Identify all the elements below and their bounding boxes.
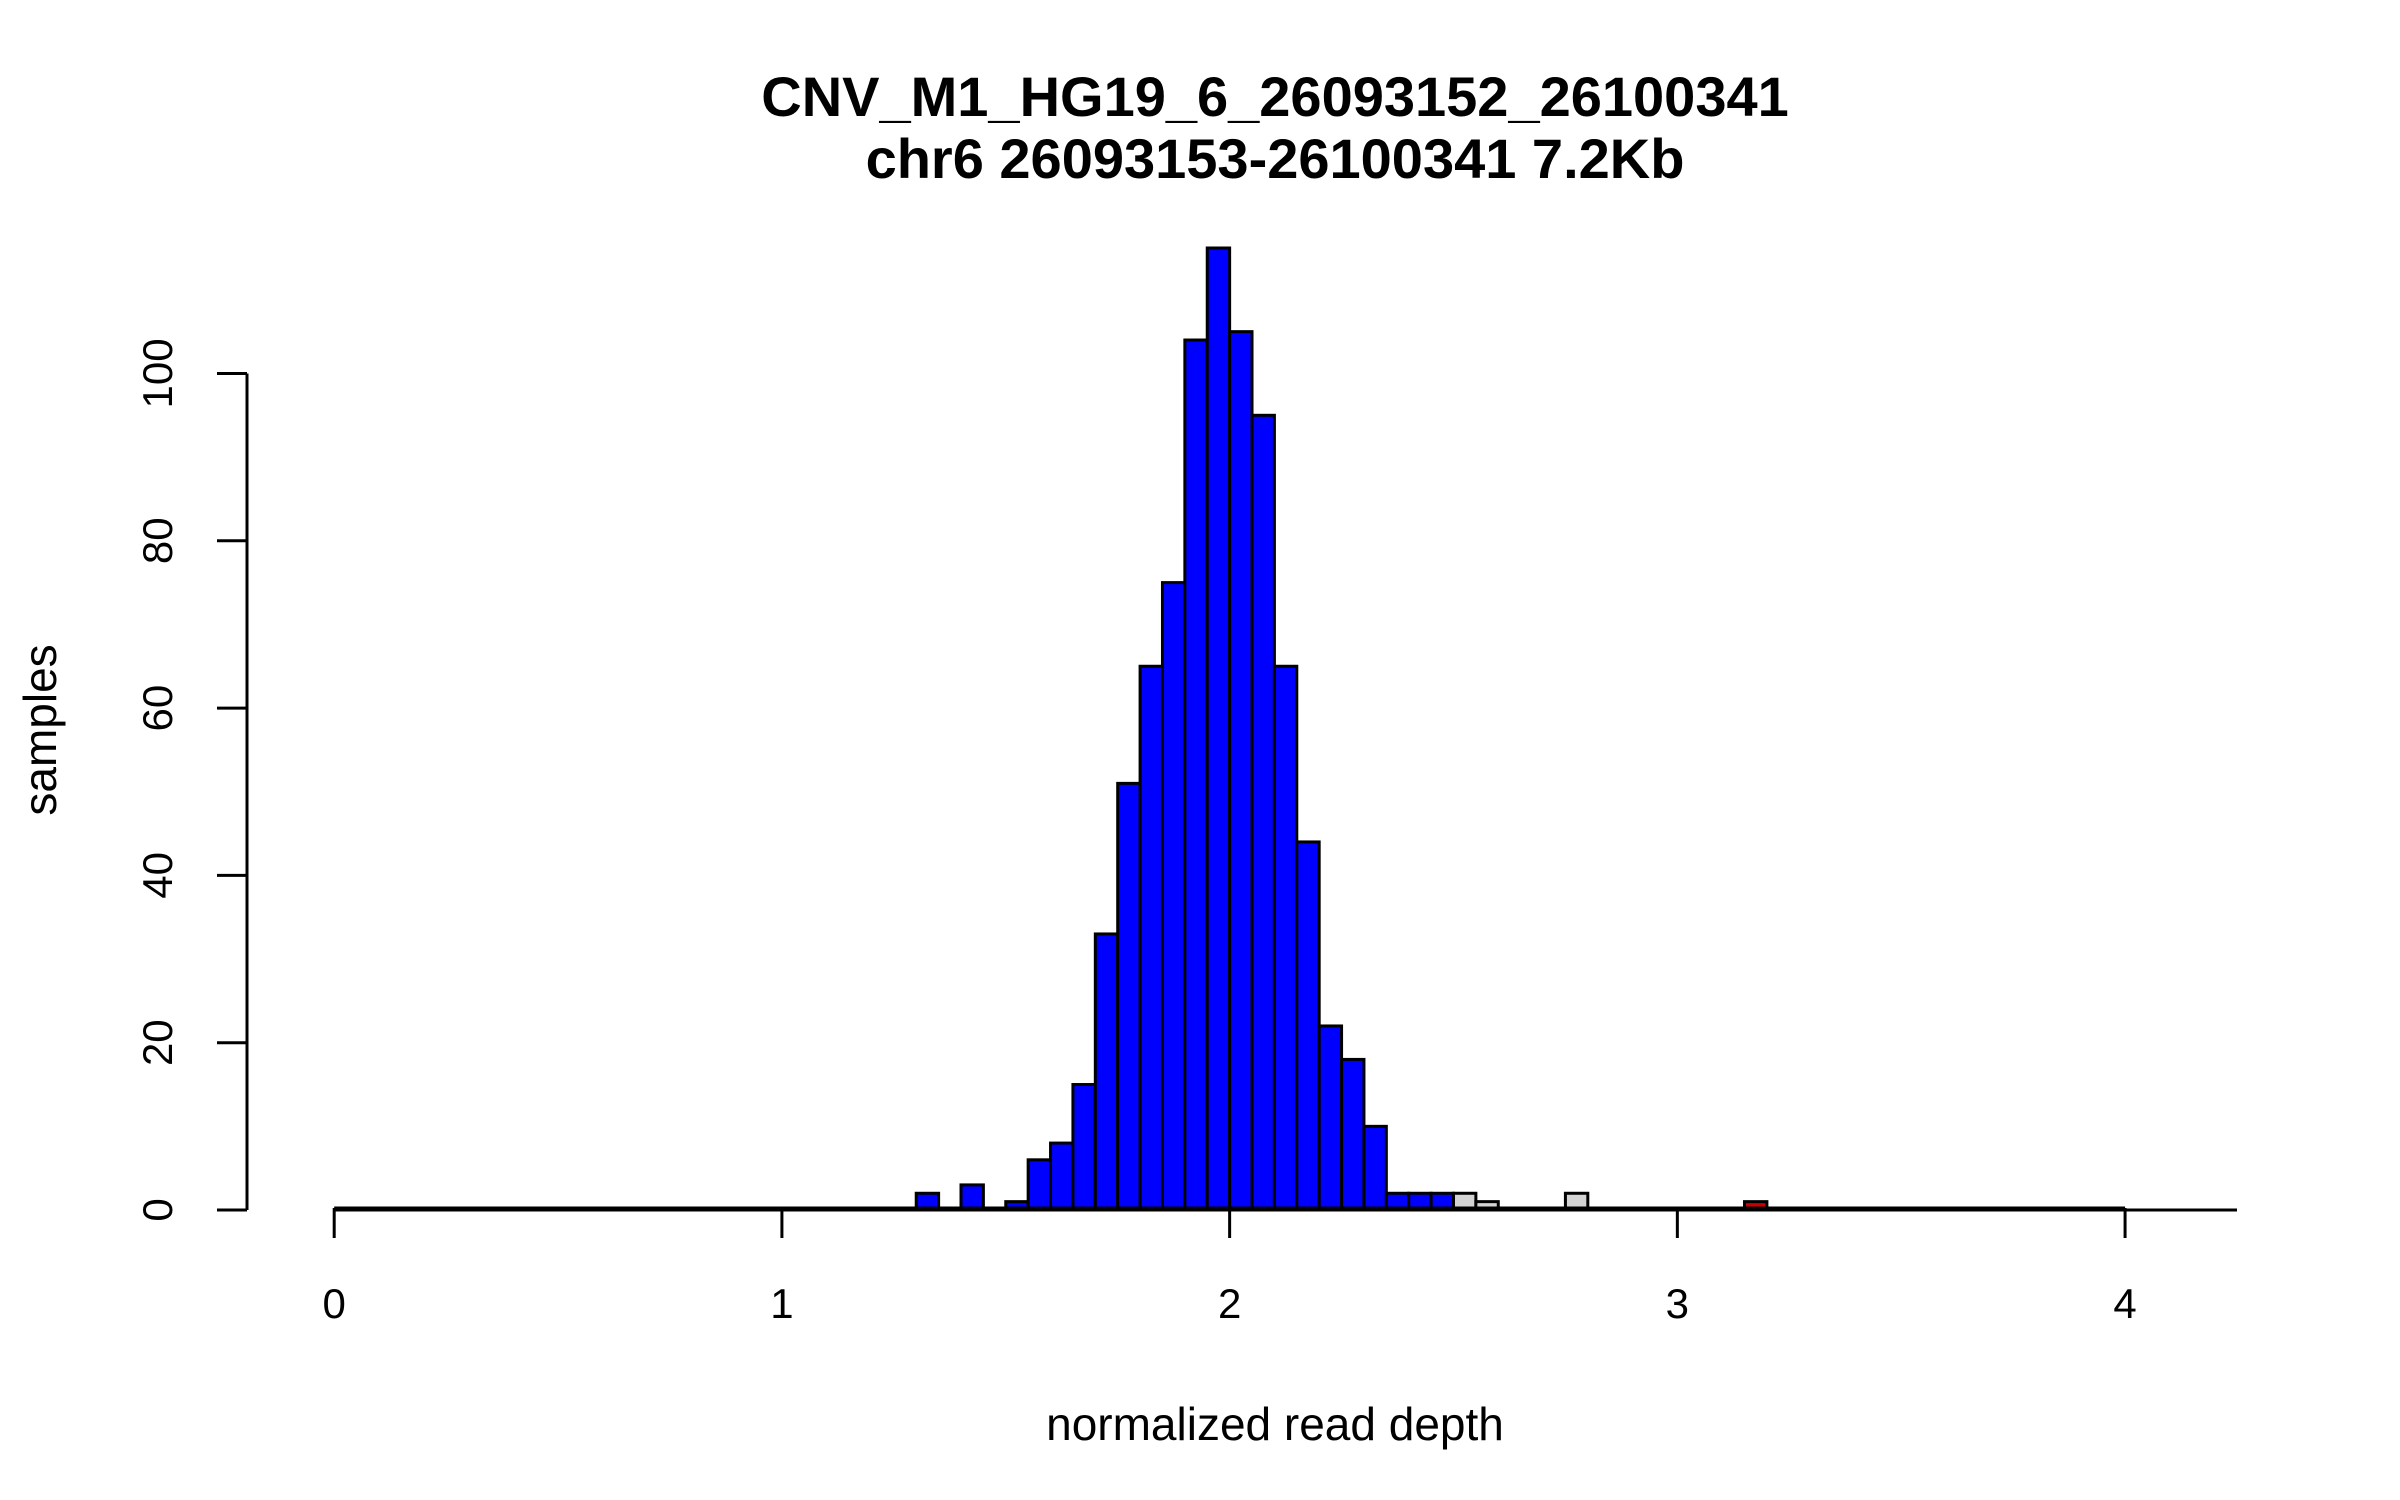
x-tick-label-1: 1 — [770, 1280, 793, 1327]
y-tick-label-2: 40 — [134, 852, 181, 899]
histogram-bar-23 — [1474, 1200, 1500, 1212]
histogram-bar-24 — [1563, 1191, 1590, 1212]
histogram-bars — [334, 246, 2237, 1212]
histogram-bar-0 — [914, 1191, 941, 1212]
histogram-bar-3 — [1026, 1158, 1053, 1212]
histogram-bar-17 — [1340, 1057, 1366, 1212]
x-axis-label: normalized read depth — [1046, 1398, 1504, 1450]
histogram-bar-16 — [1317, 1024, 1344, 1212]
histogram-bar-4 — [1049, 1141, 1075, 1212]
histogram-bar-15 — [1295, 840, 1321, 1212]
chart-subtitle: chr6 26093153-26100341 7.2Kb — [866, 127, 1685, 190]
y-tick-label-1: 20 — [134, 1019, 181, 1066]
histogram-bar-6 — [1093, 932, 1120, 1212]
x-axis: 0 1 2 3 4 — [323, 1206, 2137, 1327]
histogram-bar-11 — [1205, 246, 1232, 1212]
histogram-bar-18 — [1362, 1124, 1388, 1212]
y-tick-label-5: 100 — [134, 338, 181, 408]
histogram-bar-7 — [1116, 781, 1142, 1212]
chart-title: CNV_M1_HG19_6_26093152_26100341 — [761, 65, 1789, 128]
histogram-bar-1 — [959, 1183, 985, 1212]
histogram-bar-8 — [1138, 664, 1164, 1212]
y-tick-label-4: 80 — [134, 517, 181, 564]
histogram-bar-9 — [1160, 581, 1187, 1212]
histogram-bar-13 — [1250, 413, 1276, 1212]
histogram-bar-14 — [1272, 664, 1299, 1212]
y-tick-label-0: 0 — [134, 1198, 181, 1221]
x-tick-label-4: 4 — [2113, 1280, 2136, 1327]
y-tick-label-3: 60 — [134, 685, 181, 732]
histogram-bar-5 — [1071, 1083, 1097, 1212]
histogram-bar-25 — [1743, 1200, 1769, 1212]
x-tick-label-3: 3 — [1666, 1280, 1689, 1327]
histogram-bar-12 — [1228, 330, 1254, 1212]
y-axis-label: samples — [14, 644, 66, 815]
histogram-bar-10 — [1183, 338, 1209, 1212]
x-tick-label-0: 0 — [323, 1280, 346, 1327]
y-axis: 0 20 40 60 80 100 — [134, 338, 249, 1222]
x-tick-label-2: 2 — [1218, 1280, 1241, 1327]
